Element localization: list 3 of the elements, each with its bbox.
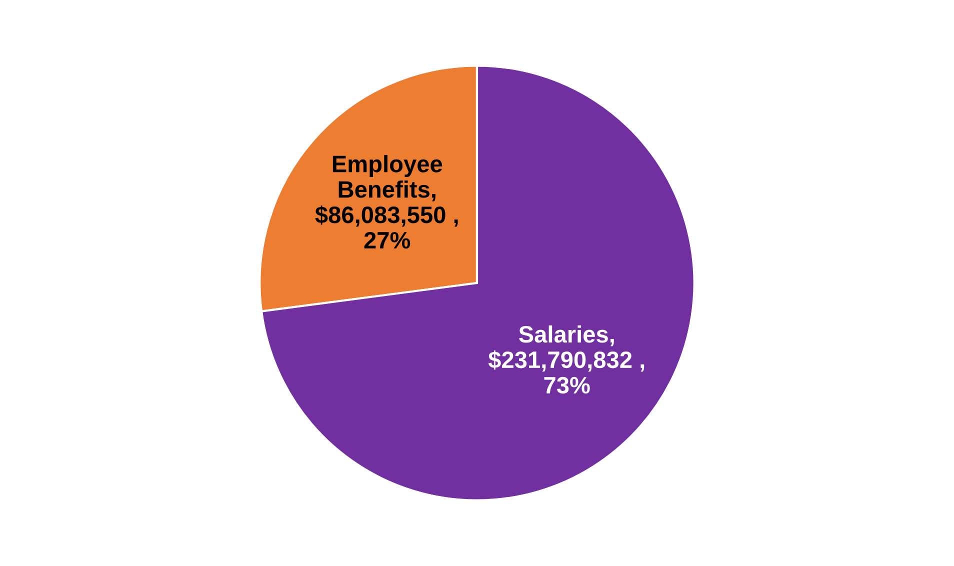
slice-label: Employee Benefits, $86,083,550 , 27% [315, 155, 458, 249]
slice-label: Salaries, $231,790,832 , 73% [488, 325, 644, 394]
pie-slice [260, 64, 696, 502]
